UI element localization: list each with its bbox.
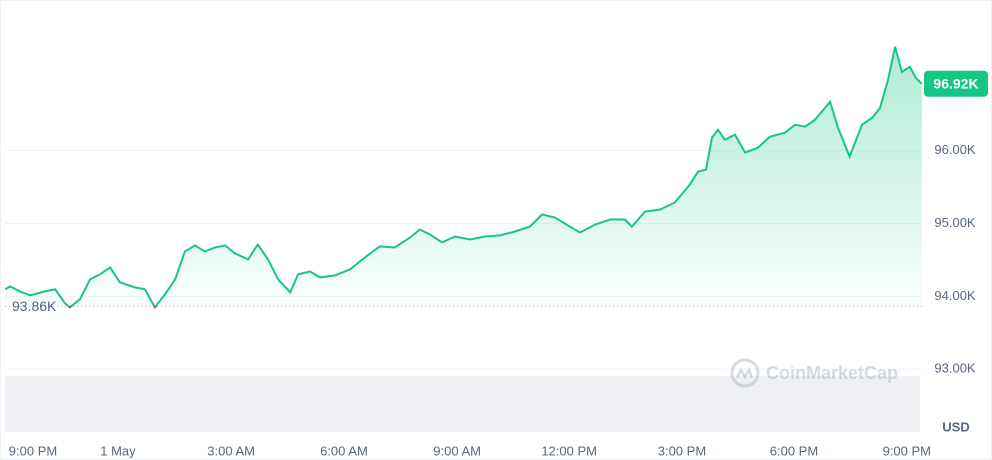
plot: 93.00K 94.00K 95.00K 96.00K 9:00 PM 1 May 3:00… bbox=[4, 46, 988, 458]
baseline-label: 93.86K bbox=[12, 298, 57, 314]
x-tick-label: 6:00 AM bbox=[320, 443, 368, 458]
x-tick-label: 9:00 PM bbox=[9, 443, 57, 458]
y-tick-label: 93.00K bbox=[934, 361, 976, 376]
x-tick-label: 3:00 AM bbox=[207, 443, 255, 458]
y-axis-label: USD bbox=[942, 419, 969, 434]
watermark-text: CoinMarketCap bbox=[766, 363, 898, 383]
y-tick-label: 94.00K bbox=[934, 288, 976, 303]
x-tick-label: 1 May bbox=[100, 443, 136, 458]
price-line bbox=[4, 46, 923, 307]
last-price-label: 96.92K bbox=[933, 76, 978, 92]
x-tick-label: 6:00 PM bbox=[770, 443, 818, 458]
x-tick-label: 3:00 PM bbox=[658, 443, 706, 458]
watermark: CoinMarketCap bbox=[730, 358, 898, 388]
y-tick-label: 95.00K bbox=[934, 215, 976, 230]
volume-band bbox=[5, 376, 920, 432]
x-tick-label: 9:00 PM bbox=[883, 443, 931, 458]
x-tick-label: 9:00 AM bbox=[433, 443, 481, 458]
x-tick-label: 12:00 PM bbox=[541, 443, 597, 458]
area bbox=[5, 46, 922, 307]
last-price-tag bbox=[924, 70, 988, 97]
y-tick-label: 96.00K bbox=[934, 142, 976, 157]
